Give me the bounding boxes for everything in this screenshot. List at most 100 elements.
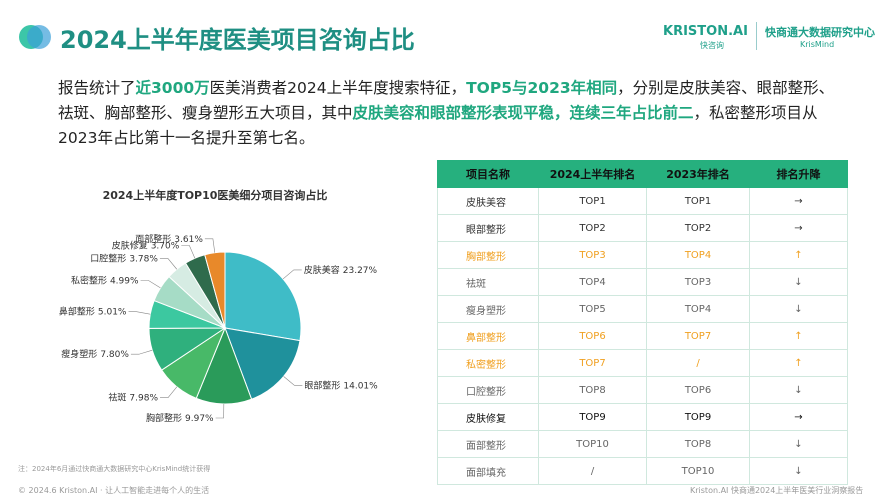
slice-category: 眼部整形 — [304, 379, 340, 391]
table-cell: ↓ — [749, 376, 848, 404]
table-cell: TOP3 — [646, 268, 750, 296]
slice-value-label: 7.80% — [100, 350, 129, 360]
table-cell: 面部填充 — [437, 457, 539, 485]
paragraph-segment: TOP5与2023年相同 — [466, 79, 618, 97]
paragraph-segment: ，分别是皮肤美容、眼部整形、祛斑、胸部整形、瘦身塑形五大项目，其中 — [58, 79, 835, 122]
table-cell: TOP1 — [646, 187, 750, 215]
footer-right: Kriston.AI 快商通2024上半年医美行业洞察报告 — [690, 486, 864, 495]
table-row: 瘦身塑形 TOP5 TOP4 ↓ — [437, 295, 848, 323]
slice-label: 祛斑 7.98% — [108, 391, 158, 403]
footnote: 注：2024年6月通过快商通大数据研究中心KrisMind统计获得 — [18, 465, 211, 473]
table-cell: TOP1 — [538, 187, 647, 215]
table-cell: 私密整形 — [437, 349, 539, 377]
table-cell: 胸部整形 — [437, 241, 539, 269]
logo-icon — [19, 25, 51, 49]
paragraph-segment: 医美消费者2024上半年度搜索特征， — [209, 79, 467, 97]
table-cell: / — [538, 457, 647, 485]
table-row: 面部整形 TOP10 TOP8 ↓ — [437, 430, 848, 458]
table-row: 皮肤美容 TOP1 TOP1 → — [437, 187, 848, 215]
table-cell: ↓ — [749, 268, 848, 296]
paragraph-segment: 报告统计了 — [58, 79, 136, 97]
table-cell: 眼部整形 — [437, 214, 539, 242]
table-cell: TOP6 — [646, 376, 750, 404]
slice-category: 皮肤修复 — [112, 239, 148, 251]
paragraph-segment: 近3000万 — [135, 79, 210, 97]
slice-value-label: 3.70% — [151, 241, 180, 251]
table-cell: TOP7 — [538, 349, 647, 377]
leader-line — [283, 376, 303, 386]
table-cell: ↑ — [749, 349, 848, 377]
slice-value-label: 23.27% — [343, 265, 378, 275]
org: 快商通大数据研究中心 — [765, 26, 875, 39]
table-cell: ↑ — [749, 241, 848, 269]
leader-line — [204, 238, 216, 253]
slice-label: 眼部整形 14.01% — [304, 379, 378, 391]
pie-slice — [224, 327, 301, 400]
table-cell: 皮肤美容 — [437, 187, 539, 215]
table-cell: 口腔整形 — [437, 376, 539, 404]
table-cell: ↓ — [749, 430, 848, 458]
slice-label: 胸部整形 9.97% — [146, 411, 214, 423]
table-row: 私密整形 TOP7/↑ — [437, 349, 848, 377]
slice-label: 皮肤修复 3.70% — [112, 239, 180, 251]
slice-category: 鼻部整形 — [59, 305, 95, 317]
table-row: 鼻部整形 TOP6 TOP7 ↑ — [437, 322, 848, 350]
header-cell: 排名升降 — [749, 160, 848, 188]
table-cell: TOP4 — [538, 268, 647, 296]
org-sub: KrisMind — [800, 40, 835, 49]
table-cell: TOP2 — [646, 214, 750, 242]
pie-slice — [204, 251, 226, 329]
table-cell: / — [646, 349, 750, 377]
table-cell: TOP8 — [538, 376, 647, 404]
table-cell: → — [749, 214, 848, 242]
slice-category: 面部整形 — [135, 232, 171, 244]
slice-value-label: 4.99% — [110, 276, 139, 286]
slice-value-label: 14.01% — [343, 381, 378, 391]
table-cell: → — [749, 187, 848, 215]
slice-label: 皮肤美容 23.27% — [304, 263, 378, 275]
table-row: 祛斑 TOP4 TOP3 ↓ — [437, 268, 848, 296]
paragraph-segment: 皮肤美容和眼部整形表现平稳，连续三年占比前二 — [352, 104, 694, 122]
table-cell: TOP5 — [538, 295, 647, 323]
slice-label: 瘦身塑形 7.80% — [61, 348, 129, 360]
table-cell: ↓ — [749, 457, 848, 485]
leader-line — [181, 245, 196, 259]
slice-category: 瘦身塑形 — [61, 348, 97, 360]
header-cell: 2023年排名 — [646, 160, 750, 188]
table-cell: TOP4 — [646, 295, 750, 323]
paragraph: 报告统计了近3000万医美消费者2024上半年度搜索特征，TOP5与2023年相… — [58, 76, 838, 151]
table-cell: 皮肤修复 — [437, 403, 539, 431]
table-cell: TOP10 — [646, 457, 750, 485]
header-cell: 项目名称 — [437, 160, 539, 188]
table-cell: TOP3 — [538, 241, 647, 269]
table-cell: 瘦身塑形 — [437, 295, 539, 323]
table-cell: ↑ — [749, 322, 848, 350]
logo-sub: 快咨询 — [700, 41, 724, 50]
slice-value-label: 9.97% — [185, 413, 214, 423]
pie-slice — [224, 251, 302, 342]
chart-title: 2024上半年度TOP10医美细分项目咨询占比 — [103, 188, 328, 202]
table-cell: TOP10 — [538, 430, 647, 458]
table-cell: 面部整形 — [437, 430, 539, 458]
slice-label: 面部整形 3.61% — [135, 232, 203, 244]
table-cell: → — [749, 403, 848, 431]
table-cell: 鼻部整形 — [437, 322, 539, 350]
divider — [756, 22, 757, 50]
leader-line — [130, 349, 153, 355]
leader-line — [140, 280, 161, 289]
slice-label: 口腔整形 3.78% — [90, 252, 158, 264]
header-cell: 2024上半年排名 — [538, 160, 647, 188]
table-cell: ↓ — [749, 295, 848, 323]
table-cell: TOP6 — [538, 322, 647, 350]
slice-label: 私密整形 4.99% — [71, 274, 139, 286]
table-cell: 祛斑 — [437, 268, 539, 296]
table-cell: TOP9 — [538, 403, 647, 431]
slice-category: 皮肤美容 — [304, 263, 340, 275]
table-cell: TOP7 — [646, 322, 750, 350]
logo: KRISTON.AI — [663, 24, 748, 39]
table-row: 胸部整形 TOP3 TOP4 ↑ — [437, 241, 848, 269]
leader-line — [160, 386, 178, 398]
leader-line — [128, 311, 151, 315]
table-row: 皮肤修复 TOP9 TOP9 → — [437, 403, 848, 431]
